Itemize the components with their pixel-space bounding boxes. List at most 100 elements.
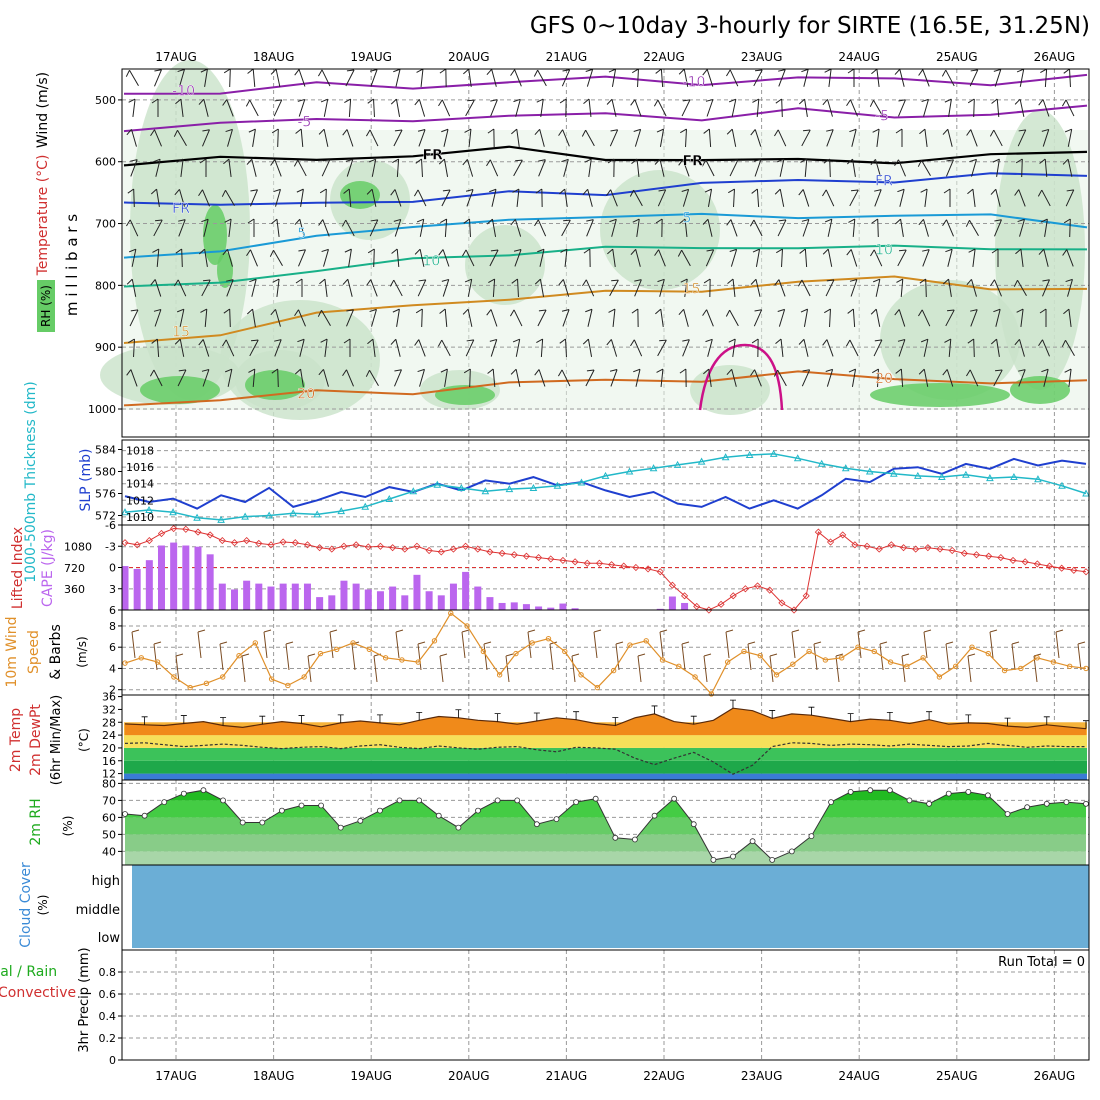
wind-barb-shaft bbox=[293, 159, 307, 177]
cape-tick-label: 360 bbox=[64, 583, 85, 596]
wind-barb bbox=[250, 189, 258, 207]
wind-barb-shaft bbox=[465, 99, 475, 117]
wind-barb bbox=[177, 369, 187, 387]
cape-bar bbox=[376, 591, 384, 610]
wind-barb bbox=[1061, 339, 1075, 357]
wind-barb bbox=[1064, 128, 1073, 147]
wind-barb-shaft bbox=[630, 99, 642, 117]
wind-barb bbox=[559, 98, 567, 118]
wind-barb-shaft bbox=[321, 248, 329, 267]
wind-barb bbox=[922, 249, 930, 267]
wind-barb bbox=[1016, 68, 1025, 87]
wind-barb bbox=[1017, 218, 1025, 237]
wind-barb-shaft bbox=[273, 99, 283, 117]
wind-barb bbox=[126, 219, 139, 237]
wind-barb-shaft bbox=[537, 248, 545, 267]
wind-barb-shaft bbox=[367, 98, 375, 118]
cape-bar bbox=[413, 574, 421, 610]
temperature-minmax-bar bbox=[886, 711, 893, 721]
date-label-bottom: 23AUG bbox=[741, 1069, 783, 1083]
date-label-top: 20AUG bbox=[448, 50, 490, 64]
wind-barb-shaft bbox=[582, 338, 593, 357]
wind-barb-shaft bbox=[224, 218, 232, 237]
wind-barb bbox=[489, 188, 497, 207]
wind-barb-shaft bbox=[606, 98, 617, 117]
rh-point bbox=[141, 812, 148, 819]
wind-speed-point bbox=[936, 674, 943, 680]
lifted-index-point bbox=[218, 537, 226, 545]
wind-barb-shaft bbox=[248, 368, 256, 388]
wind-barb bbox=[894, 218, 904, 237]
wind-speed-point bbox=[594, 684, 601, 691]
wind-barb bbox=[391, 248, 400, 268]
wind-barb-shaft bbox=[465, 189, 474, 207]
wind-speed-tick-label: 8 bbox=[109, 620, 116, 633]
wind-barb bbox=[343, 188, 352, 208]
temperature-minmax-bar bbox=[337, 714, 344, 723]
wind-barb-shaft bbox=[945, 248, 953, 267]
wind-barb-shaft bbox=[702, 69, 714, 87]
wind-barb-shaft bbox=[247, 218, 255, 237]
rh-point bbox=[965, 789, 972, 795]
wind-barb bbox=[848, 218, 856, 238]
lifted-index-point bbox=[1082, 568, 1090, 576]
wind-barb bbox=[606, 98, 617, 117]
lifted-index-tick-label: 3 bbox=[109, 583, 116, 596]
isotherm-30-contour bbox=[698, 343, 784, 411]
surface-wind-barb bbox=[945, 641, 954, 671]
wind-barb bbox=[1063, 218, 1071, 238]
wind-barb-shaft bbox=[152, 248, 160, 268]
wind-barb bbox=[393, 218, 402, 237]
wind-barb bbox=[390, 338, 401, 357]
wind-barb-shaft bbox=[176, 308, 185, 327]
lifted-index-point bbox=[510, 551, 518, 559]
wind-barb bbox=[1015, 158, 1023, 178]
wind-barb bbox=[463, 368, 471, 388]
wind-barb-shaft bbox=[198, 98, 209, 117]
wind-speed-point bbox=[904, 663, 910, 670]
wind-barb bbox=[366, 279, 378, 297]
wind-barb-shaft bbox=[151, 338, 160, 358]
wind-barb bbox=[774, 129, 787, 147]
wind-barb bbox=[177, 68, 185, 87]
lifted-index-point bbox=[462, 542, 470, 550]
slp-tick-label: 1012 bbox=[126, 494, 154, 507]
wind-barb bbox=[798, 98, 808, 117]
wind-barb-shaft bbox=[607, 248, 616, 267]
lifted-index-point bbox=[522, 552, 530, 560]
lifted-index-point bbox=[620, 562, 628, 570]
wind-barb-shaft bbox=[390, 338, 401, 357]
wind-barb bbox=[559, 188, 568, 207]
wind-barb-shaft bbox=[465, 339, 475, 357]
wind-barb-shaft bbox=[919, 278, 927, 298]
wind-barb bbox=[728, 338, 736, 357]
wind-barb-shaft bbox=[417, 368, 425, 387]
wind-barb bbox=[871, 218, 879, 238]
wind-barb bbox=[126, 278, 137, 297]
rh-shade-core bbox=[203, 205, 227, 265]
lifted-index-point bbox=[681, 592, 689, 600]
lifted-index-point bbox=[1033, 560, 1041, 568]
wind-barb bbox=[703, 128, 712, 148]
wind-barb bbox=[294, 218, 305, 237]
wind-barb-shaft bbox=[533, 69, 547, 87]
thickness-point bbox=[265, 511, 273, 519]
surface-wind-barb bbox=[989, 629, 998, 659]
wind-speed-point bbox=[496, 672, 503, 678]
wind-barb-shaft bbox=[773, 369, 787, 387]
temperature-band bbox=[124, 760, 1087, 774]
wind-barb bbox=[966, 369, 979, 387]
lifted-index-tick-label: -3 bbox=[105, 540, 116, 553]
wind-barb-shaft bbox=[537, 309, 547, 327]
wind-barb bbox=[777, 219, 787, 237]
wind-barb-shaft bbox=[778, 69, 786, 87]
date-label-top: 24AUG bbox=[838, 50, 880, 64]
wind-barb bbox=[534, 219, 547, 237]
rh-shade-core bbox=[870, 383, 1010, 407]
wind-barb-shaft bbox=[271, 368, 279, 388]
wind-barb bbox=[153, 309, 162, 327]
thickness-tick-label: 572 bbox=[95, 510, 116, 523]
wind-speed-point bbox=[969, 644, 975, 650]
wind-barb-shaft bbox=[1039, 308, 1047, 327]
